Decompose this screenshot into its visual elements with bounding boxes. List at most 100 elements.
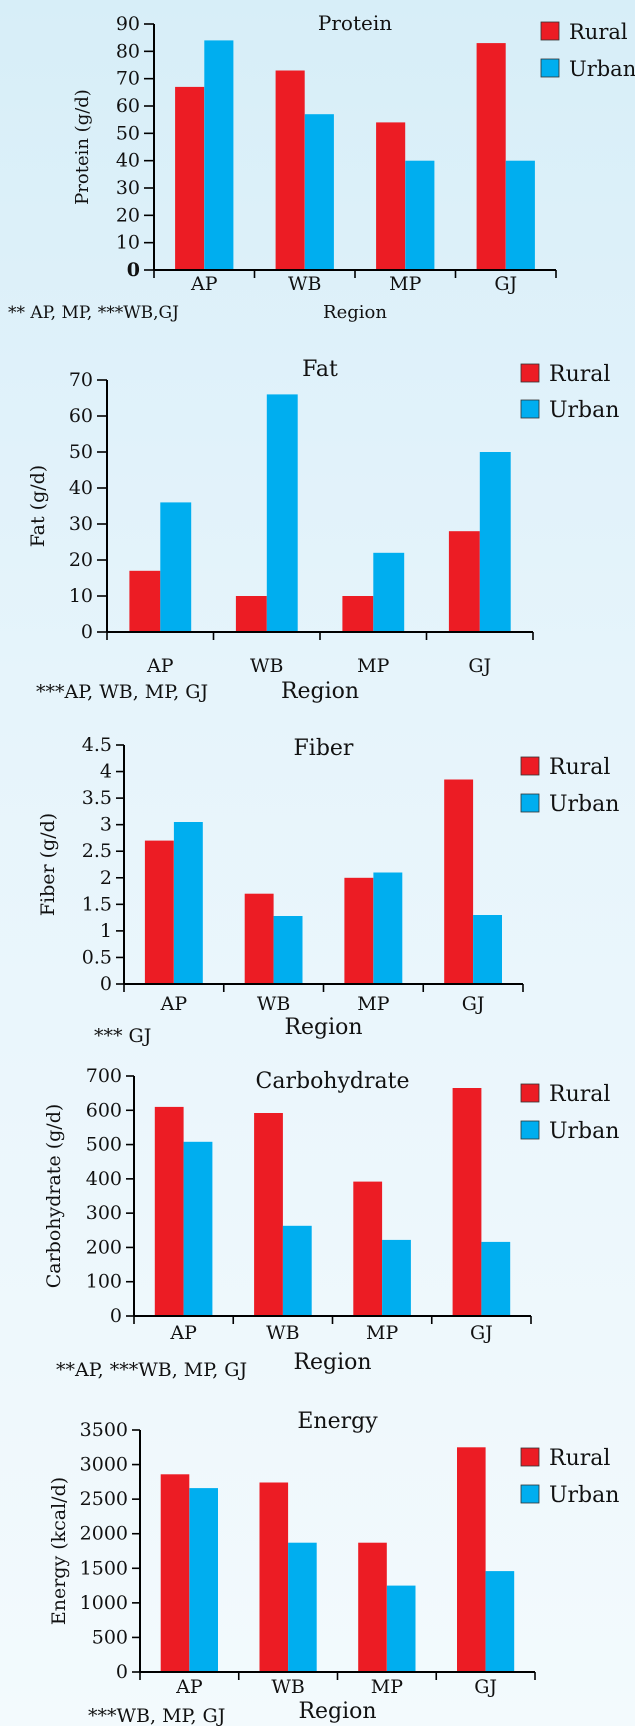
y-axis-label: Carbohydrate (g/d): [43, 1104, 65, 1289]
chart-fat: 0 10 20 30 40 50 60 70 AP WB MP GJ Fat Region Fat (g/d…: [27, 357, 619, 704]
x-tick-label: WB: [266, 1322, 300, 1344]
y-axis-label: Protein (g/d): [72, 89, 93, 205]
y-tick-label: 600: [86, 1099, 122, 1121]
legend-swatch-rural: [520, 756, 540, 776]
x-tick-label: MP: [366, 1322, 398, 1344]
x-tick-label: GJ: [468, 655, 491, 677]
x-tick-label: GJ: [462, 993, 485, 1015]
x-tick-label: MP: [371, 1676, 403, 1698]
bar-urban-gj: [481, 1241, 511, 1316]
bar-rural-mp: [358, 1542, 387, 1672]
chart-energy: 0 500 1000 1500 2000 2500 3000 3500 AP WB MP GJ Ener…: [48, 1409, 619, 1726]
chart-title: Protein: [318, 11, 392, 35]
y-tick-label: 70: [69, 369, 93, 391]
y-tick-label: 10: [116, 232, 140, 254]
legend-label-rural: Rural: [549, 755, 610, 780]
bar-urban-mp: [373, 872, 403, 984]
legend-swatch-rural: [520, 363, 540, 383]
bar-urban-gj: [485, 1571, 515, 1672]
y-tick-label: 0: [127, 259, 140, 281]
chart-title: Carbohydrate: [256, 1069, 410, 1094]
y-tick-label: 2500: [80, 1488, 128, 1510]
y-tick-label: 1000: [80, 1592, 128, 1614]
y-tick-label: 100: [86, 1271, 122, 1293]
x-axis-label: Region: [293, 1350, 371, 1375]
bar-urban-wb: [304, 114, 334, 270]
y-tick-label: 70: [116, 68, 140, 90]
bar-rural-wb: [259, 1482, 289, 1672]
legend-swatch-urban: [520, 1484, 540, 1504]
bar-rural-wb: [275, 70, 305, 270]
y-tick-label: 400: [86, 1168, 122, 1190]
legend-label-urban: Urban: [569, 57, 635, 81]
bar-urban-ap: [183, 1141, 213, 1316]
y-tick-label: 2000: [80, 1523, 128, 1545]
bar-rural-mp: [344, 877, 374, 984]
chart-fiber: 0 0.5 1 1.5 2 2.5 3 3.5 4 4.5 AP WB MP GJ Fiber Region F…: [37, 734, 619, 1047]
y-tick-label: 60: [69, 405, 93, 427]
y-tick-label: 20: [69, 549, 93, 571]
y-tick-label: 50: [69, 441, 93, 463]
x-axis-label: Region: [323, 302, 387, 323]
legend-swatch-rural: [520, 1083, 540, 1103]
bar-rural-gj: [448, 531, 480, 632]
bar-rural-ap: [129, 570, 161, 632]
significance-note: ***WB, MP, GJ: [88, 1705, 225, 1726]
chart-title: Fiber: [294, 736, 354, 761]
legend: Rural Urban: [520, 755, 619, 817]
significance-note: ** AP, MP, ***WB,GJ: [8, 303, 179, 323]
legend-swatch-rural: [520, 1447, 540, 1467]
y-tick-label: 20: [116, 204, 140, 226]
bar-urban-gj: [473, 915, 502, 984]
x-tick-label: WB: [271, 1676, 305, 1698]
legend-swatch-urban: [520, 793, 540, 813]
y-tick-label: 3.5: [82, 787, 112, 809]
legend-swatch-urban: [520, 399, 540, 419]
bar-urban-wb: [282, 1225, 312, 1316]
y-tick-label: 10: [69, 585, 93, 607]
bar-urban-gj: [479, 452, 511, 632]
y-tick-label: 1: [100, 920, 112, 942]
x-tick-label: MP: [357, 993, 389, 1015]
legend-label-urban: Urban: [549, 1119, 619, 1144]
y-tick-label: 2.5: [82, 840, 112, 862]
x-tick-label: GJ: [474, 1676, 497, 1698]
y-tick-label: 30: [69, 513, 93, 535]
bar-rural-ap: [154, 1106, 184, 1316]
legend: Rural Urban: [520, 362, 619, 423]
y-tick-label: 1.5: [82, 893, 112, 915]
y-tick-label: 4.5: [82, 734, 112, 756]
x-tick-label: GJ: [470, 1322, 493, 1344]
bar-rural-wb: [254, 1113, 283, 1316]
bar-rural-mp: [342, 596, 374, 632]
y-tick-label: 700: [86, 1065, 122, 1087]
bar-urban-wb: [266, 394, 298, 632]
x-tick-label: MP: [357, 655, 389, 677]
x-tick-label: AP: [160, 993, 188, 1015]
x-axis-label: Region: [281, 679, 359, 704]
y-tick-label: 90: [116, 13, 140, 35]
x-tick-label: AP: [190, 273, 218, 295]
y-tick-label: 300: [86, 1202, 122, 1224]
bar-urban-ap: [204, 40, 234, 271]
significance-note: **AP, ***WB, MP, GJ: [56, 1359, 247, 1381]
chart-protein: 0 10 20 30 40 50 60 70 80 90 AP WB MP GJ Protein Region…: [8, 11, 635, 323]
legend-label-urban: Urban: [549, 398, 619, 423]
bar-rural-gj: [476, 43, 506, 270]
bar-urban-mp: [405, 160, 435, 270]
legend: Rural Urban: [540, 20, 635, 81]
x-tick-label: AP: [169, 1322, 197, 1344]
legend-swatch-urban: [540, 58, 560, 78]
y-tick-label: 3500: [80, 1419, 128, 1441]
y-tick-label: 0.5: [82, 946, 112, 968]
legend-label-rural: Rural: [569, 20, 628, 44]
y-tick-label: 3: [100, 814, 112, 836]
bar-urban-mp: [373, 552, 405, 632]
bar-rural-ap: [175, 86, 205, 271]
x-tick-label: MP: [389, 273, 421, 295]
legend-label-rural: Rural: [549, 1446, 610, 1471]
bar-rural-ap: [160, 1474, 190, 1672]
legend-label-urban: Urban: [549, 792, 619, 817]
bar-rural-mp: [353, 1181, 383, 1316]
x-tick-label: WB: [250, 655, 284, 677]
